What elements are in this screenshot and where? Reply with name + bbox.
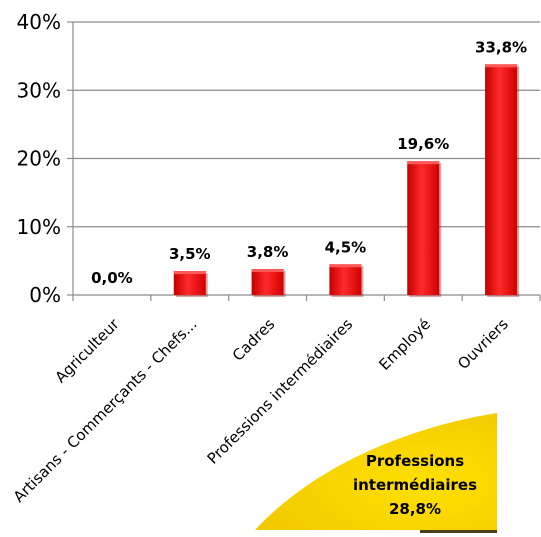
bar-top-highlight <box>329 264 362 268</box>
callout-shape: Professions intermédiaires 28,8% <box>255 413 497 533</box>
bar <box>329 264 362 295</box>
category-label: Ouvriers <box>454 315 512 373</box>
bar-top-highlight <box>251 269 284 273</box>
bar <box>251 269 284 295</box>
bar-top-highlight <box>173 271 206 275</box>
category-label: Professions intermédiaires <box>204 315 357 468</box>
bar <box>485 64 518 295</box>
callout-blob <box>255 413 497 530</box>
y-tick-label: 30% <box>17 78 61 102</box>
data-label: 3,5% <box>169 245 211 263</box>
data-label: 4,5% <box>325 238 367 256</box>
category-label: Employé <box>375 315 434 374</box>
y-tick-label: 0% <box>29 283 61 307</box>
data-label: 33,8% <box>475 38 527 56</box>
callout-line-3: 28,8% <box>389 500 441 518</box>
bar-top-highlight <box>407 161 440 165</box>
data-label: 19,6% <box>397 135 449 153</box>
y-tick-label: 10% <box>17 215 61 239</box>
category-label: Cadres <box>229 315 279 365</box>
callout-line-2: intermédiaires <box>353 476 477 494</box>
bar <box>173 271 206 295</box>
data-label: 3,8% <box>247 243 289 261</box>
data-label: 0,0% <box>91 269 133 287</box>
axes: 0% 10% 20% 30% 40% <box>17 10 541 307</box>
bars <box>173 64 520 297</box>
y-tick-label: 20% <box>17 147 61 171</box>
callout-line-1: Professions <box>366 452 464 470</box>
data-labels: 0,0% 3,5% 3,8% 4,5% 19,6% 33,8% <box>91 38 527 287</box>
bar <box>407 161 440 295</box>
bar-top-highlight <box>485 64 518 68</box>
y-tick-label: 40% <box>17 10 61 34</box>
gridlines <box>73 21 540 228</box>
category-label: Agriculteur <box>51 315 123 387</box>
